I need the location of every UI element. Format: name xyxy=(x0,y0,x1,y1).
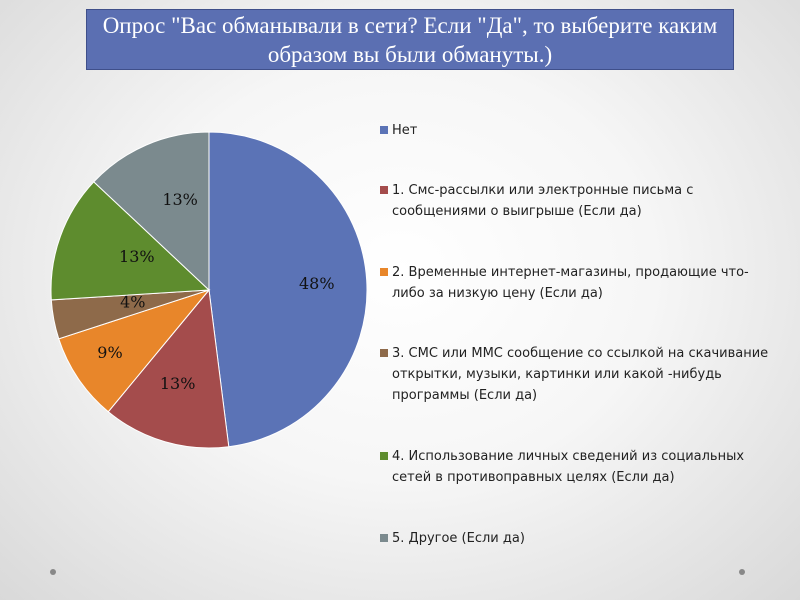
slide-dot-right xyxy=(739,569,745,575)
pie-label-sms-link: 4% xyxy=(120,292,145,311)
legend-swatch xyxy=(380,268,388,276)
legend-item-5: 5. Другое (Если да) xyxy=(380,528,775,549)
legend-item-3: 3. СМС или ММС сообщение со ссылкой на с… xyxy=(380,343,775,406)
chart-title: Опрос "Вас обманывали в сети? Если "Да",… xyxy=(86,9,734,70)
legend-swatch xyxy=(380,452,388,460)
pie-slice-other xyxy=(93,131,210,292)
pie-label-sms-prize: 13% xyxy=(160,374,196,393)
pie-slice-no xyxy=(208,131,368,448)
pie-label-temp-shops: 9% xyxy=(97,343,122,362)
legend-swatch xyxy=(380,126,388,134)
pie-label-no: 48% xyxy=(299,274,335,293)
legend-label: 5. Другое (Если да) xyxy=(392,531,525,546)
legend-label: 1. Смс-рассылки или электронные письма с… xyxy=(392,183,694,219)
legend-label: 3. СМС или ММС сообщение со ссылкой на с… xyxy=(392,346,769,403)
legend-item-no: Нет xyxy=(380,120,775,141)
pie-label-social-data: 13% xyxy=(119,247,155,266)
legend-swatch xyxy=(380,534,388,542)
legend-swatch xyxy=(380,349,388,357)
legend-item-2: 2. Временные интернет-магазины, продающи… xyxy=(380,262,775,304)
legend-swatch xyxy=(380,186,388,194)
pie-slice-sms-prize xyxy=(107,288,230,449)
pie-label-other: 13% xyxy=(162,190,198,209)
slide-dot-left xyxy=(50,569,56,575)
legend-label: 2. Временные интернет-магазины, продающи… xyxy=(392,265,749,301)
pie-slice-temp-shops xyxy=(58,288,211,413)
legend-label: 4. Использование личных сведений из соци… xyxy=(392,449,745,485)
legend-item-1: 1. Смс-рассылки или электронные письма с… xyxy=(380,180,775,222)
legend-label: Нет xyxy=(392,123,418,138)
pie-slice-social-data xyxy=(50,181,211,301)
legend-item-4: 4. Использование личных сведений из соци… xyxy=(380,446,775,488)
